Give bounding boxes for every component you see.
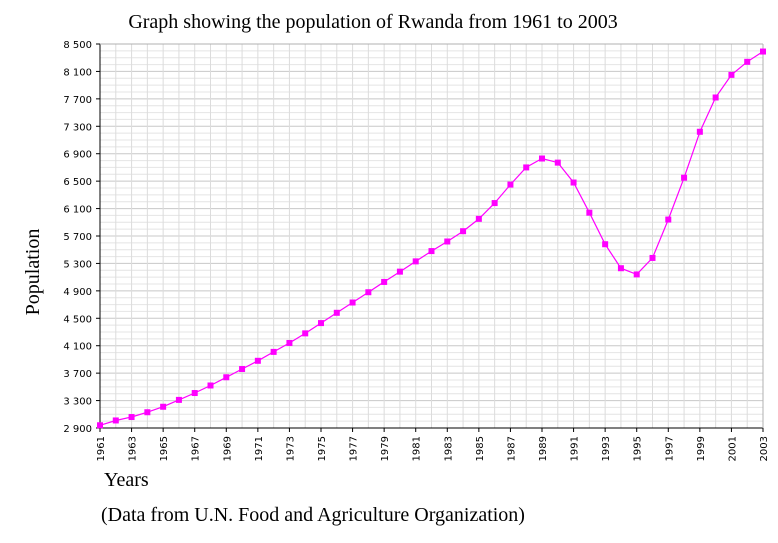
x-tick-label: 1963 [128, 436, 139, 461]
y-tick-label: 8 100 [63, 67, 92, 78]
series [97, 48, 766, 429]
y-tick-label: 5 300 [63, 259, 92, 270]
data-point [523, 164, 530, 171]
x-tick-label: 1999 [696, 436, 707, 461]
y-ticks: 2 900 3 300 3 700 4 100 4 500 4 900 5 300 5 700… [63, 40, 100, 435]
y-tick-label: 7 300 [63, 122, 92, 133]
x-axis-label: Years [104, 469, 149, 491]
x-tick-label: 1983 [443, 436, 454, 461]
data-point [460, 228, 467, 235]
data-point [617, 265, 624, 272]
data-point [681, 174, 688, 181]
y-tick-label: 5 700 [63, 232, 92, 243]
y-tick-label: 2 900 [63, 424, 92, 435]
x-tick-label: 1961 [96, 436, 107, 461]
data-point [412, 258, 419, 265]
y-axis-label: Population [22, 229, 44, 316]
data-point [633, 271, 640, 278]
y-tick-label: 4 100 [63, 342, 92, 353]
x-tick-label: 1967 [191, 436, 202, 461]
x-tick-label: 2001 [727, 436, 738, 461]
data-point [444, 238, 451, 245]
data-point [381, 278, 388, 285]
x-tick-label: 1993 [601, 436, 612, 461]
chart-title: Graph showing the population of Rwanda f… [128, 11, 617, 33]
data-point [744, 58, 751, 65]
data-point [365, 289, 372, 296]
data-point [649, 254, 656, 261]
x-tick-label: 1965 [159, 436, 170, 461]
data-point [112, 417, 119, 424]
data-point [760, 48, 766, 55]
y-tick-label: 6 500 [63, 177, 92, 188]
y-tick-label: 6 100 [63, 205, 92, 216]
data-point [507, 181, 514, 188]
data-point [302, 330, 309, 337]
x-tick-label: 1987 [506, 436, 517, 461]
data-point [128, 414, 135, 421]
y-tick-label: 3 300 [63, 397, 92, 408]
data-point [97, 422, 103, 429]
x-tick-label: 1971 [254, 436, 265, 461]
x-ticks: 1961 1963 1965 1967 1969 1971 1973 1975 1977 1979… [96, 428, 770, 461]
x-tick-label: 1995 [633, 436, 644, 461]
y-tick-label: 4 900 [63, 287, 92, 298]
x-tick-label: 1975 [317, 436, 328, 461]
data-point [207, 382, 214, 389]
x-tick-label: 1973 [285, 436, 296, 461]
x-tick-label: 1977 [349, 436, 360, 461]
x-tick-label: 1991 [570, 436, 581, 461]
x-tick-label: 1989 [538, 436, 549, 461]
x-tick-label: 2003 [759, 436, 770, 461]
y-tick-label: 4 500 [63, 314, 92, 325]
x-tick-label: 1969 [222, 436, 233, 461]
data-point [428, 248, 435, 255]
x-tick-label: 1997 [664, 436, 675, 461]
data-point [270, 348, 277, 355]
y-tick-label: 3 700 [63, 369, 92, 380]
y-tick-label: 7 700 [63, 95, 92, 106]
data-point [491, 200, 498, 207]
data-point [223, 374, 230, 381]
source-note: (Data from U.N. Food and Agriculture Org… [101, 504, 525, 526]
data-point [539, 155, 545, 162]
data-point [191, 390, 198, 397]
data-point [665, 216, 672, 223]
data-point [396, 268, 403, 275]
data-point [286, 339, 293, 346]
data-point [254, 357, 261, 364]
data-point [602, 241, 609, 248]
data-point [349, 299, 356, 306]
data-point [570, 179, 577, 186]
data-point [144, 409, 151, 416]
data-point [175, 396, 182, 403]
x-tick-label: 1981 [412, 436, 423, 461]
data-point [554, 159, 561, 166]
data-point [333, 309, 340, 316]
x-tick-label: 1979 [380, 436, 391, 461]
data-point [696, 128, 703, 135]
data-point [239, 366, 246, 373]
data-point [728, 71, 735, 78]
grid [99, 43, 764, 429]
x-tick-label: 1985 [475, 436, 486, 461]
data-point [318, 320, 324, 327]
data-point [712, 94, 719, 101]
data-point [586, 209, 593, 216]
data-point [475, 215, 482, 222]
y-tick-label: 6 900 [63, 150, 92, 161]
y-tick-label: 8 500 [63, 40, 92, 51]
data-point [160, 403, 167, 410]
